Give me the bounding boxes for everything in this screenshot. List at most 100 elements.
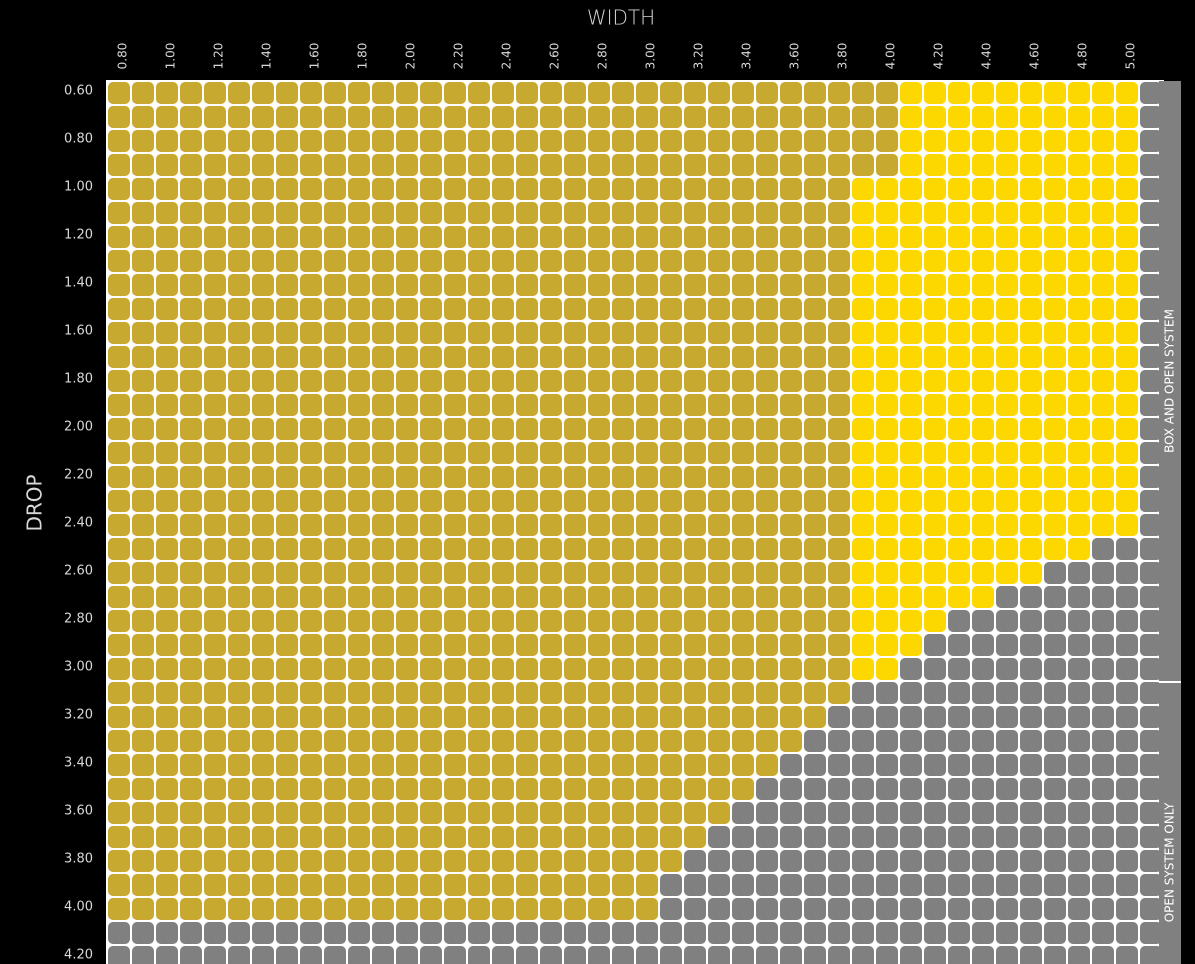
cell <box>492 922 514 944</box>
cell <box>588 202 610 224</box>
cell <box>276 490 298 512</box>
cell <box>756 850 778 872</box>
cell <box>804 514 826 536</box>
cell <box>780 850 802 872</box>
cell <box>324 706 346 728</box>
cell <box>1116 274 1138 296</box>
cell <box>684 154 706 176</box>
cell <box>852 490 874 512</box>
cell <box>228 778 250 800</box>
cell <box>156 922 178 944</box>
cell <box>108 850 130 872</box>
cell <box>756 442 778 464</box>
cell <box>348 898 370 920</box>
cell <box>732 466 754 488</box>
cell <box>1068 298 1090 320</box>
cell <box>684 322 706 344</box>
cell <box>252 706 274 728</box>
cell <box>228 370 250 392</box>
cell <box>684 106 706 128</box>
cell <box>636 82 658 104</box>
cell <box>300 514 322 536</box>
cell <box>108 418 130 440</box>
cell <box>636 586 658 608</box>
cell <box>348 778 370 800</box>
cell <box>708 874 730 896</box>
cell <box>444 418 466 440</box>
cell <box>996 946 1018 964</box>
cell <box>564 682 586 704</box>
cell <box>684 802 706 824</box>
cell <box>756 250 778 272</box>
row-label: 0.60 <box>64 84 93 99</box>
cell <box>924 706 946 728</box>
cell <box>972 706 994 728</box>
row-label: 1.80 <box>64 372 93 387</box>
cell <box>660 586 682 608</box>
cell <box>324 226 346 248</box>
cell <box>708 466 730 488</box>
cell <box>348 922 370 944</box>
cell <box>972 394 994 416</box>
cell <box>252 730 274 752</box>
cell <box>732 154 754 176</box>
cell <box>876 826 898 848</box>
cell <box>1044 82 1066 104</box>
cell <box>228 346 250 368</box>
cell <box>876 706 898 728</box>
cell <box>1116 826 1138 848</box>
column-label: 2.20 <box>452 43 466 70</box>
cell <box>396 850 418 872</box>
cell <box>348 202 370 224</box>
cell <box>108 730 130 752</box>
side-band <box>1159 81 1181 681</box>
cell <box>1020 106 1042 128</box>
cell <box>900 898 922 920</box>
cell <box>372 562 394 584</box>
cell <box>516 682 538 704</box>
cell <box>132 490 154 512</box>
cell <box>900 802 922 824</box>
cell <box>732 298 754 320</box>
cell <box>1140 106 1162 128</box>
cell <box>372 874 394 896</box>
cell <box>156 706 178 728</box>
cell <box>708 442 730 464</box>
cell <box>876 82 898 104</box>
cell <box>180 130 202 152</box>
cell <box>1044 178 1066 200</box>
cell <box>276 658 298 680</box>
cell <box>252 442 274 464</box>
cell <box>420 490 442 512</box>
cell <box>852 850 874 872</box>
cell <box>1092 394 1114 416</box>
cell <box>780 658 802 680</box>
cell <box>300 322 322 344</box>
row-label: 3.80 <box>64 852 93 867</box>
cell <box>132 946 154 964</box>
cell <box>780 754 802 776</box>
cell <box>1140 154 1162 176</box>
cell <box>564 370 586 392</box>
cell <box>972 274 994 296</box>
cell <box>1020 802 1042 824</box>
cell <box>732 82 754 104</box>
cell <box>492 394 514 416</box>
cell <box>228 274 250 296</box>
cell <box>804 658 826 680</box>
cell <box>180 298 202 320</box>
row-label: 3.60 <box>64 804 93 819</box>
cell <box>300 106 322 128</box>
cell <box>516 802 538 824</box>
row-label: 2.00 <box>64 420 93 435</box>
row-label: 1.40 <box>64 276 93 291</box>
column-label: 2.80 <box>596 43 610 70</box>
cell <box>564 490 586 512</box>
cell <box>396 898 418 920</box>
cell <box>516 250 538 272</box>
cell <box>108 394 130 416</box>
cell <box>132 706 154 728</box>
cell <box>396 706 418 728</box>
cell <box>444 874 466 896</box>
cell <box>276 346 298 368</box>
